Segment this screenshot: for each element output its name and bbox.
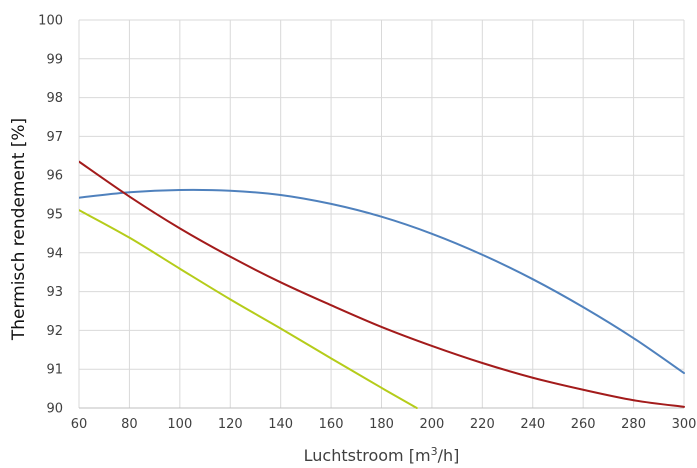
y-tick-labels: 90 91 92 93 94 95 96 97 98 99 100 bbox=[38, 14, 63, 417]
y-tick-label: 99 bbox=[46, 52, 63, 67]
x-tick-label: 300 bbox=[672, 417, 697, 432]
x-tick-label: 280 bbox=[621, 417, 646, 432]
x-tick-label: 120 bbox=[218, 417, 243, 432]
x-tick-label: 220 bbox=[470, 417, 495, 432]
y-axis-title: Thermisch rendement [%] bbox=[9, 118, 29, 341]
x-tick-label: 200 bbox=[420, 417, 445, 432]
x-tick-label: 60 bbox=[71, 417, 88, 432]
series-line-3 bbox=[79, 209, 418, 409]
y-tick-label: 98 bbox=[46, 91, 63, 106]
x-axis-title: Luchtstroom [m3/h] bbox=[304, 445, 460, 465]
series-line-2 bbox=[79, 160, 685, 408]
x-tick-labels: 60 80 100 120 140 160 180 200 220 240 260 280 300 bbox=[71, 417, 697, 432]
x-tick-label: 140 bbox=[268, 417, 293, 432]
x-tick-label: 180 bbox=[369, 417, 394, 432]
y-tick-label: 93 bbox=[46, 285, 63, 300]
y-tick-label: 91 bbox=[46, 363, 63, 378]
x-tick-label: 80 bbox=[121, 417, 138, 432]
y-tick-label: 95 bbox=[46, 208, 63, 223]
y-tick-label: 96 bbox=[46, 169, 63, 184]
y-tick-label: 97 bbox=[46, 130, 63, 145]
x-tick-label: 160 bbox=[319, 417, 344, 432]
y-tick-label: 100 bbox=[38, 14, 63, 29]
x-tick-label: 240 bbox=[520, 417, 545, 432]
x-tick-label: 100 bbox=[167, 417, 192, 432]
series-line-1 bbox=[79, 188, 685, 375]
series-layer bbox=[79, 160, 685, 409]
y-tick-label: 90 bbox=[46, 402, 63, 417]
x-tick-label: 260 bbox=[571, 417, 596, 432]
y-tick-label: 94 bbox=[46, 246, 63, 261]
y-tick-label: 92 bbox=[46, 324, 63, 339]
